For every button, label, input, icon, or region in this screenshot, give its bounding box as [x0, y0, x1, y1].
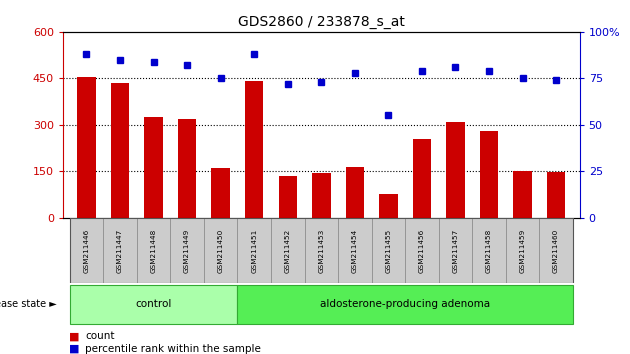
- Text: GSM211458: GSM211458: [486, 228, 492, 273]
- Bar: [278, 176, 297, 218]
- Bar: [111, 83, 129, 218]
- Bar: [245, 81, 263, 218]
- Text: GSM211447: GSM211447: [117, 228, 123, 273]
- Text: GSM211449: GSM211449: [184, 228, 190, 273]
- Text: count: count: [85, 331, 115, 341]
- Text: percentile rank within the sample: percentile rank within the sample: [85, 344, 261, 354]
- Bar: [405, 218, 438, 283]
- Bar: [178, 119, 197, 218]
- Text: GSM211451: GSM211451: [251, 228, 257, 273]
- Bar: [446, 122, 465, 218]
- Text: GSM211454: GSM211454: [352, 228, 358, 273]
- Bar: [144, 117, 163, 218]
- Title: GDS2860 / 233878_s_at: GDS2860 / 233878_s_at: [238, 16, 404, 29]
- Bar: [472, 218, 506, 283]
- Text: GSM211452: GSM211452: [285, 228, 291, 273]
- Bar: [70, 285, 238, 324]
- Bar: [77, 77, 96, 218]
- Bar: [204, 218, 238, 283]
- Bar: [70, 218, 103, 283]
- Text: ■: ■: [69, 344, 80, 354]
- Bar: [304, 218, 338, 283]
- Text: GSM211457: GSM211457: [452, 228, 459, 273]
- Text: ■: ■: [69, 331, 80, 341]
- Text: GSM211460: GSM211460: [553, 228, 559, 273]
- Bar: [238, 218, 271, 283]
- Bar: [539, 218, 573, 283]
- Bar: [379, 194, 398, 218]
- Text: GSM211446: GSM211446: [84, 228, 89, 273]
- Bar: [271, 218, 304, 283]
- Text: GSM211453: GSM211453: [318, 228, 324, 273]
- Text: aldosterone-producing adenoma: aldosterone-producing adenoma: [320, 299, 490, 309]
- Bar: [170, 218, 204, 283]
- Text: GSM211459: GSM211459: [520, 228, 525, 273]
- Bar: [547, 172, 565, 218]
- Text: GSM211450: GSM211450: [217, 228, 224, 273]
- Text: disease state ►: disease state ►: [0, 299, 57, 309]
- Text: GSM211448: GSM211448: [151, 228, 157, 273]
- Bar: [506, 218, 539, 283]
- Bar: [238, 285, 573, 324]
- Bar: [137, 218, 170, 283]
- Bar: [513, 171, 532, 218]
- Bar: [413, 139, 431, 218]
- Bar: [312, 173, 331, 218]
- Bar: [338, 218, 372, 283]
- Bar: [372, 218, 405, 283]
- Text: GSM211455: GSM211455: [386, 228, 391, 273]
- Text: GSM211456: GSM211456: [419, 228, 425, 273]
- Bar: [212, 168, 230, 218]
- Text: control: control: [135, 299, 172, 309]
- Bar: [480, 131, 498, 218]
- Bar: [346, 167, 364, 218]
- Bar: [103, 218, 137, 283]
- Bar: [438, 218, 472, 283]
